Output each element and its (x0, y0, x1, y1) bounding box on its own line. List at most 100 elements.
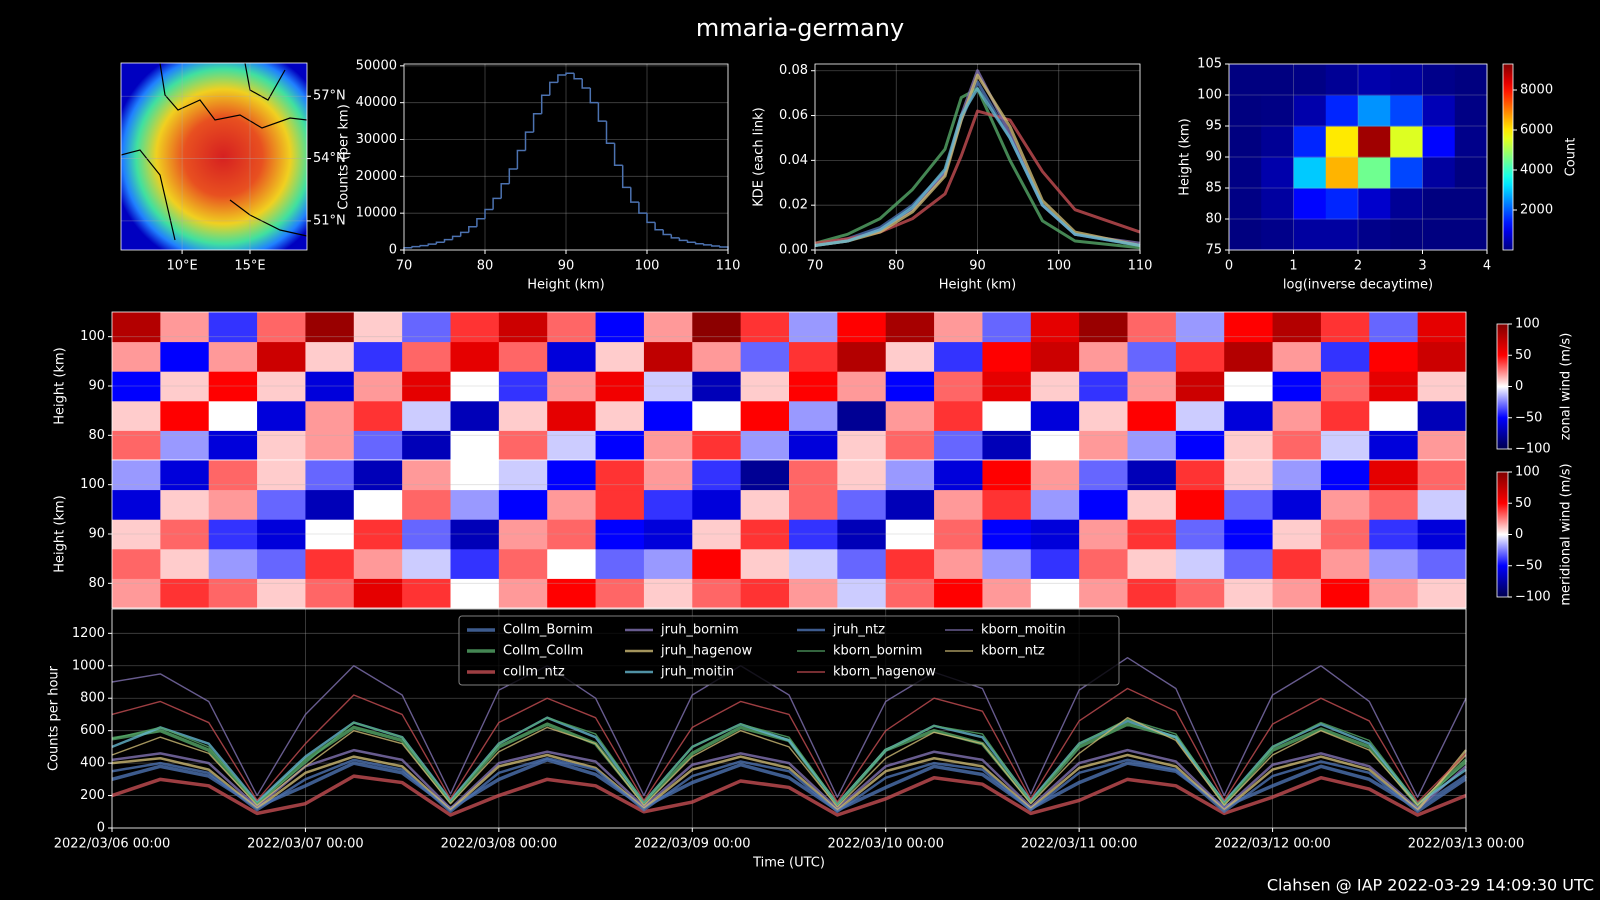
heatmap-cell (257, 430, 306, 461)
y-tick-label: 1200 (72, 626, 105, 641)
heatmap-cell (1422, 126, 1456, 158)
histogram-step (540, 94, 550, 114)
histogram-step (524, 131, 534, 151)
heatmap-cell (160, 460, 210, 491)
heatmap-cell (1454, 64, 1488, 96)
heatmap-cell (450, 548, 500, 579)
y-tick-label: 85 (1205, 181, 1222, 196)
heatmap-cell (1224, 371, 1274, 402)
heatmap-cell (595, 400, 645, 431)
heatmap-cell (547, 519, 597, 550)
y-tick-label: 100 (1197, 88, 1222, 103)
histogram-step (711, 244, 720, 247)
y-tick-label: 600 (80, 723, 105, 738)
x-tick-label: 15°E (234, 259, 265, 274)
legend-label: collm_ntz (503, 665, 565, 680)
heatmap-cell (402, 460, 451, 491)
heatmap-cell (547, 578, 597, 609)
y-tick-label: 105 (1197, 57, 1222, 72)
axes-frame (111, 608, 1467, 829)
heatmap-cell (305, 430, 355, 461)
heatmap-cell (1175, 460, 1225, 491)
x-tick-label: 90 (558, 259, 575, 274)
heatmap-cell (1224, 489, 1274, 520)
x-tick-label: 2022/03/10 00:00 (827, 837, 944, 852)
series-line (814, 87, 1141, 248)
y-tick-label: 400 (80, 756, 105, 771)
heatmap-cell (1030, 400, 1080, 431)
heatmap-cell (160, 578, 210, 609)
heatmap-cell (885, 400, 935, 431)
heatmap-cell (740, 312, 790, 343)
colorbar-tick-label: −50 (1515, 558, 1542, 573)
heatmap-cell (208, 578, 258, 609)
heatmap-cell (740, 489, 790, 520)
axes-frame (120, 62, 308, 251)
heatmap-cell (160, 312, 210, 343)
y-axis-label: KDE (each link) (752, 107, 767, 207)
heatmap-cell (353, 312, 403, 343)
y-tick-label: 90 (1205, 150, 1222, 165)
heatmap-cell (1369, 489, 1419, 520)
heatmap-cell (208, 371, 258, 402)
heatmap-cell (982, 460, 1032, 491)
colorbar-tick-label: 0 (1515, 527, 1523, 542)
heatmap-cell (1417, 578, 1467, 609)
heatmap-cell (498, 460, 548, 491)
x-tick-label: 80 (477, 259, 494, 274)
heatmap-cell (643, 371, 693, 402)
x-tick-label: 0 (1225, 259, 1233, 274)
histogram-step (581, 78, 591, 89)
heatmap-cell (1390, 64, 1423, 96)
y-tick-label: 1000 (72, 658, 105, 673)
heatmap-cell (1030, 341, 1080, 372)
heatmap-cell (1272, 489, 1322, 520)
histogram-step (702, 243, 712, 246)
y-tick-label: 80 (88, 576, 105, 591)
legend-label: jruh_ntz (832, 623, 885, 638)
heatmap-cell (353, 519, 403, 550)
y-tick-label: 100 (80, 477, 105, 492)
colorbar (1502, 63, 1514, 251)
heatmap-cell (450, 371, 500, 402)
histogram-step (532, 112, 542, 133)
heatmap-cell (934, 312, 983, 343)
series-line (111, 656, 1467, 798)
series-line (111, 716, 1467, 805)
heatmap-cell (934, 489, 983, 520)
heatmap-cell (257, 519, 306, 550)
heatmap-cell (692, 430, 742, 461)
heatmap-cell (257, 371, 306, 402)
histogram-step (565, 72, 575, 76)
heatmap-cell (1175, 430, 1225, 461)
footer-credit: Clahsen @ IAP 2022-03-29 14:09:30 UTC (1267, 876, 1594, 895)
heatmap-cell (692, 460, 742, 491)
legend-label: kborn_moitin (981, 623, 1066, 638)
x-tick-label: 1 (1289, 259, 1297, 274)
heatmap-cell (498, 341, 548, 372)
heatmap-cell (305, 489, 355, 520)
x-axis-label: Height (km) (527, 278, 604, 293)
heatmap-cell (1079, 489, 1128, 520)
heatmap-cell (643, 400, 693, 431)
heatmap-cell (789, 430, 838, 461)
heatmap-cell (643, 341, 693, 372)
heatmap-cell (1358, 157, 1391, 189)
heatmap-cell (1369, 312, 1419, 343)
heatmap-cell (982, 312, 1032, 343)
colorbar-tick-label: 2000 (1520, 203, 1553, 218)
heatmap-cell (160, 519, 210, 550)
heatmap-cell (1417, 371, 1467, 402)
heatmap-cell (1127, 460, 1177, 491)
x-tick-label: 70 (396, 259, 413, 274)
heatmap-cell (1320, 371, 1370, 402)
heatmap-cell (1224, 400, 1274, 431)
map-density (121, 63, 307, 250)
heatmap-cell (1079, 400, 1128, 431)
colorbar-tick-label: 50 (1515, 348, 1532, 363)
heatmap-cell (450, 578, 500, 609)
heatmap-cell (1224, 548, 1274, 579)
heatmap-cell (1079, 460, 1128, 491)
legend-label: Collm_Collm (503, 644, 583, 659)
